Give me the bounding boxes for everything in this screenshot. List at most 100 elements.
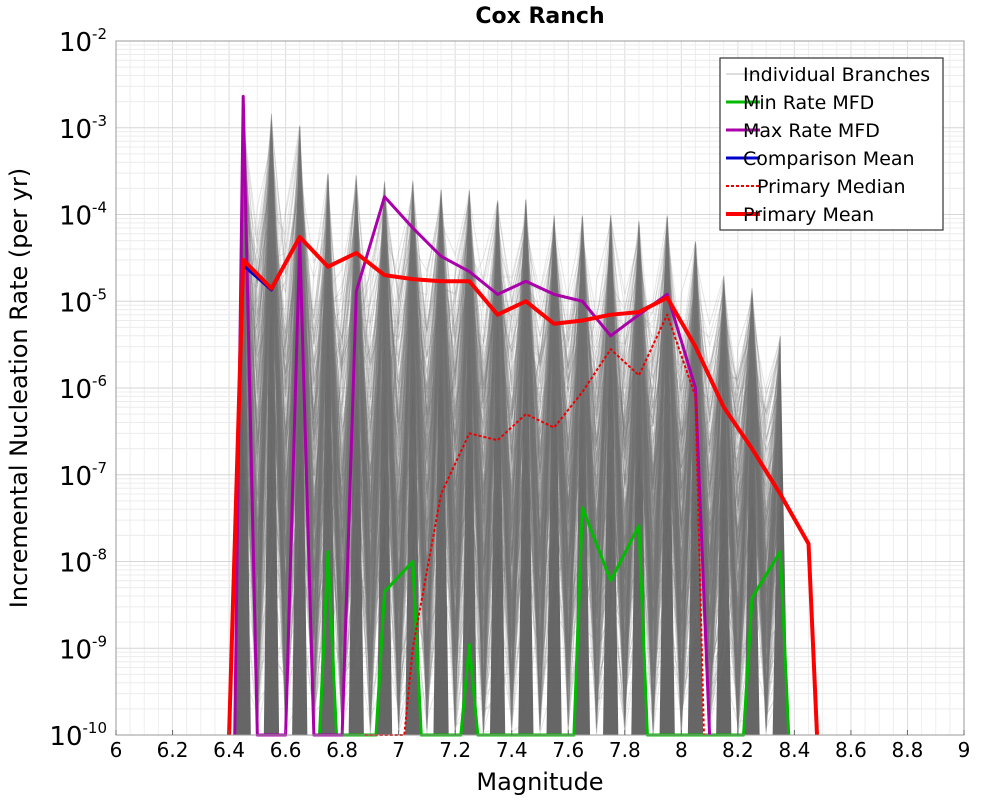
branch-spike (263, 112, 280, 736)
x-tick-label: 6.6 (270, 738, 302, 762)
branch-line (242, 183, 781, 714)
branch-line (242, 113, 781, 710)
plot-frame (115, 40, 965, 736)
branch-line (242, 135, 781, 706)
branch-line (242, 160, 781, 709)
x-tick-label: 6.2 (157, 738, 189, 762)
branch-spike (235, 98, 251, 736)
branch-line (242, 174, 781, 719)
branch-spike (376, 179, 393, 735)
branch-line (242, 126, 781, 729)
branch-line (242, 155, 781, 732)
branch-line (242, 139, 781, 733)
branch-line (242, 114, 781, 726)
branch-line (242, 114, 781, 713)
branch-line (242, 169, 781, 679)
branch-line (242, 222, 781, 726)
branch-line (242, 195, 781, 713)
y-tick-label: 10-4 (59, 199, 107, 232)
branch-line (243, 127, 781, 724)
x-tick-label: 9 (958, 738, 971, 762)
branch-line (242, 130, 781, 727)
branch-line (242, 175, 781, 729)
branch-line (242, 105, 781, 735)
branch-line (242, 141, 781, 696)
branch-line (242, 147, 781, 690)
branch-line (242, 135, 781, 711)
branch-line (242, 129, 781, 726)
branch-line (242, 102, 781, 708)
branch-line (242, 183, 781, 725)
legend: Individual Branches Min Rate MFD Max Rate … (719, 57, 944, 231)
branch-line (242, 221, 781, 729)
branch-line (242, 186, 781, 721)
branch-line (242, 193, 781, 719)
branch-line (242, 178, 781, 718)
branch-line (242, 118, 781, 732)
branch-spike (489, 199, 506, 735)
x-tick-label: 8.4 (778, 738, 810, 762)
legend-label: Max Rate MFD (743, 120, 880, 142)
branch-line (242, 135, 781, 714)
legend-label: Primary Mean (743, 204, 874, 226)
branch-line (242, 224, 781, 727)
branch-line (242, 171, 781, 715)
branch-line (242, 152, 781, 719)
branch-spike (659, 214, 675, 735)
branch-line (242, 227, 781, 735)
branch-line (242, 178, 781, 733)
branch-line (243, 210, 781, 729)
branch-line (242, 171, 781, 735)
x-tick-label: 7.8 (609, 738, 641, 762)
branch-line (242, 104, 781, 731)
x-tick-label: 7 (392, 738, 405, 762)
branch-line (242, 133, 781, 720)
branch-line (242, 126, 781, 735)
branch-line (242, 160, 781, 694)
branch-line (242, 175, 781, 725)
branch-line (242, 201, 781, 736)
branch-line (242, 201, 781, 731)
branch-line (242, 118, 781, 735)
branch-line (242, 171, 781, 717)
x-tick-label: 7.2 (439, 738, 471, 762)
branch-line (242, 175, 781, 729)
legend-box (719, 57, 944, 231)
y-tick-label: 10-7 (59, 459, 107, 492)
y-axis-ticks: 10-10 10-9 10-8 10-7 10-6 10-5 10-4 10-3 10-2 (49, 25, 107, 752)
branch-line (242, 127, 781, 726)
branch-line (242, 193, 781, 733)
branch-line (242, 146, 781, 731)
branch-line (242, 200, 781, 706)
branch-line (242, 240, 781, 707)
branch-line (242, 179, 781, 729)
branch-line (242, 219, 781, 718)
branch-line (242, 174, 781, 724)
branch-line (242, 99, 781, 727)
branch-spike (433, 188, 449, 736)
branch-line (242, 173, 781, 699)
branch-spike (744, 285, 760, 735)
branch-line (242, 174, 781, 722)
branch-spike (405, 179, 421, 735)
branch-line (242, 136, 781, 713)
y-tick-label: 10-9 (59, 632, 107, 665)
legend-label: Primary Median (757, 176, 906, 198)
branch-line (242, 147, 781, 733)
branch-line (242, 164, 781, 721)
legend-label: Min Rate MFD (743, 92, 874, 114)
branch-line (242, 123, 781, 730)
branch-line (242, 186, 781, 698)
branch-line (242, 180, 781, 731)
branch-line (242, 167, 781, 683)
branch-line (242, 209, 781, 733)
branch-line (242, 192, 781, 708)
branch-line (242, 130, 781, 726)
branch-line (242, 138, 781, 727)
branch-line (242, 198, 781, 723)
branch-line (242, 136, 781, 716)
branch-line (242, 122, 781, 733)
branch-line (242, 215, 781, 731)
branch-line (242, 112, 781, 732)
legend-label: Individual Branches (743, 64, 930, 86)
